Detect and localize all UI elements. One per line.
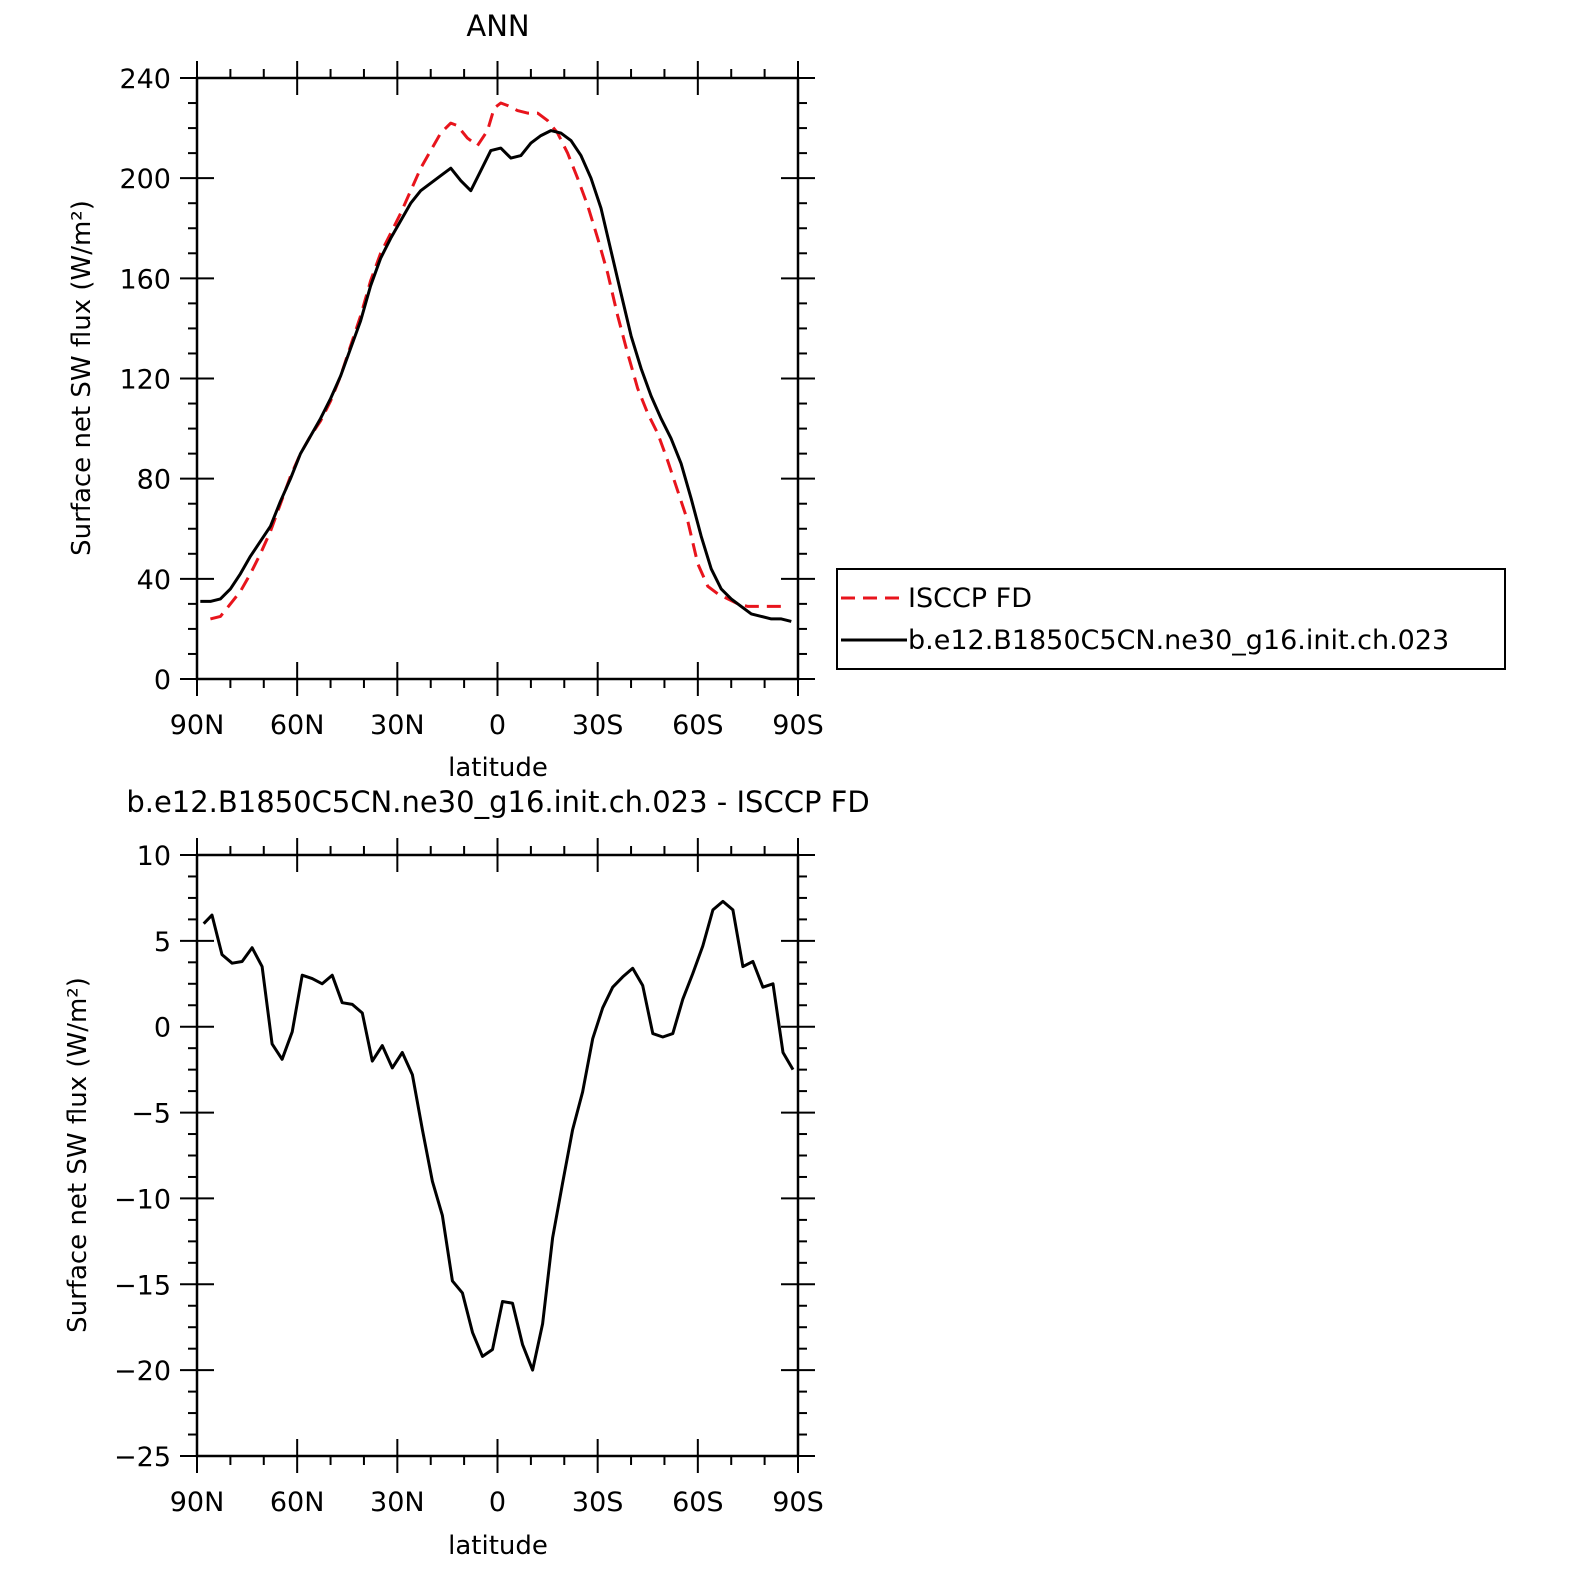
top-panel-title: ANN xyxy=(466,9,529,43)
y-tick-label: 120 xyxy=(119,365,171,396)
y-tick-label: −15 xyxy=(114,1270,171,1301)
bottom-panel-title: b.e12.B1850C5CN.ne30_g16.init.ch.023 - I… xyxy=(126,785,869,819)
x-tick-label: 0 xyxy=(489,1487,506,1518)
y-tick-label: −20 xyxy=(114,1356,171,1387)
x-tick-label: 0 xyxy=(489,710,506,741)
y-tick-label: −5 xyxy=(131,1099,171,1130)
y-tick-label: −25 xyxy=(114,1442,171,1473)
legend-box xyxy=(836,568,1506,670)
bottom-panel-series-lines xyxy=(202,899,795,1372)
y-tick-label: 0 xyxy=(154,1013,171,1044)
y-tick-label: 0 xyxy=(154,665,171,696)
y-tick-label: 200 xyxy=(119,164,171,195)
y-tick-label: 40 xyxy=(137,565,171,596)
x-tick-label: 30N xyxy=(370,1487,425,1518)
x-tick-label: 90N xyxy=(170,710,225,741)
top-panel-x-axis-label: latitude xyxy=(448,753,548,783)
top-panel-axis-ticks: 0 40 80 120 160 200 240 90N 60N 30N 0 30S 60S 90S xyxy=(119,61,824,741)
legend: ISCCP FD b.e12.B1850C5CN.ne30_g16.init.c… xyxy=(836,568,1506,670)
x-tick-label: 90N xyxy=(170,1487,225,1518)
top-panel-series-lines xyxy=(200,101,792,623)
legend-label-isccp: ISCCP FD xyxy=(908,583,1032,614)
top-panel-y-axis-label: Surface net SW flux (W/m²) xyxy=(67,200,97,556)
top-panel-plot-frame xyxy=(195,76,800,681)
bottom-panel-x-axis-label: latitude xyxy=(448,1531,548,1561)
x-tick-label: 90S xyxy=(772,710,824,741)
bottom-panel-axis-ticks: −25 −20 −15 −10 −5 0 5 10 90N 60N 30N 0 30S 60S 90S xyxy=(114,838,824,1518)
x-tick-label: 30N xyxy=(370,710,425,741)
y-tick-label: 240 xyxy=(119,64,171,95)
x-tick-label: 30S xyxy=(572,710,624,741)
y-tick-label: 5 xyxy=(154,927,171,958)
legend-label-model: b.e12.B1850C5CN.ne30_g16.init.ch.023 xyxy=(908,625,1449,656)
y-tick-label: 10 xyxy=(137,841,171,872)
series-line-1 xyxy=(200,129,792,623)
bottom-panel: b.e12.B1850C5CN.ne30_g16.init.ch.023 - I… xyxy=(63,785,870,1561)
y-tick-label: 160 xyxy=(119,264,171,295)
x-tick-label: 60S xyxy=(672,710,724,741)
bottom-panel-y-axis-label: Surface net SW flux (W/m²) xyxy=(63,977,93,1333)
top-panel: ANN Surface net SW flux (W/m²) latitude … xyxy=(67,9,824,783)
x-tick-label: 30S xyxy=(572,1487,624,1518)
y-tick-label: −10 xyxy=(114,1184,171,1215)
series-line-0 xyxy=(202,899,795,1372)
x-tick-label: 90S xyxy=(772,1487,824,1518)
x-tick-label: 60S xyxy=(672,1487,724,1518)
bottom-panel-plot-frame xyxy=(195,853,800,1458)
x-tick-label: 60N xyxy=(270,1487,325,1518)
x-tick-label: 60N xyxy=(270,710,325,741)
y-tick-label: 80 xyxy=(137,465,171,496)
